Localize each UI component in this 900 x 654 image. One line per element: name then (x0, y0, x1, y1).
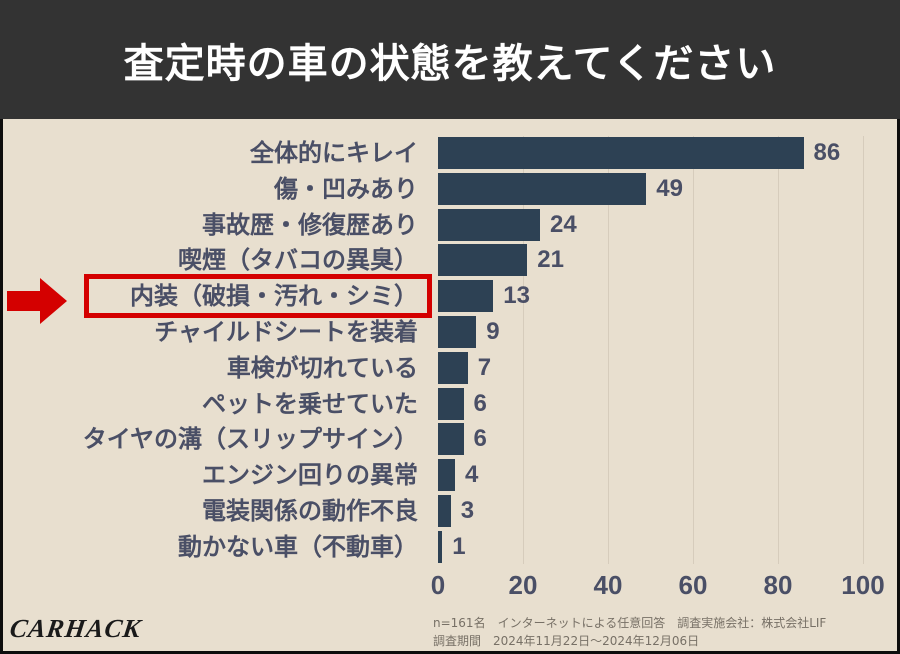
value-label: 7 (477, 353, 492, 381)
x-tick-label: 0 (430, 570, 446, 600)
value-label: 6 (473, 389, 487, 417)
bar (438, 172, 647, 205)
category-label: チャイルドシートを装着 (154, 318, 418, 346)
value-label: 24 (550, 210, 577, 238)
value-label: 1 (452, 532, 466, 560)
carhack-logo: CARHACK (8, 614, 144, 643)
gridline (523, 136, 524, 564)
category-label: タイヤの溝（スリップサイン） (82, 425, 418, 454)
chart-title: 査定時の車の状態を教えてください (123, 40, 777, 87)
gridline (778, 136, 779, 564)
bar (438, 423, 464, 456)
bar (438, 244, 528, 277)
bar (438, 495, 451, 527)
category-label: 内装（破損・汚れ・シミ） (130, 282, 418, 311)
gridline (608, 136, 609, 564)
x-tick-label: 40 (593, 570, 623, 600)
highlight-box (84, 274, 432, 318)
category-label: ペットを乗せていた (202, 389, 418, 418)
category-label: 電装関係の動作不良 (202, 497, 418, 525)
x-tick-label: 20 (508, 570, 538, 600)
value-label: 3 (460, 497, 475, 524)
value-label: 13 (503, 282, 530, 310)
x-tick-label: 100 (841, 570, 885, 600)
survey-period: 調査期間 2024年11月22日〜2024年12月06日 (433, 634, 700, 648)
value-label: 21 (537, 246, 564, 274)
category-label: 動かない車（不動車） (178, 532, 418, 561)
value-label: 4 (465, 461, 479, 489)
gridline (863, 136, 864, 564)
chart-panel (3, 119, 897, 651)
category-label: 全体的にキレイ (250, 139, 418, 167)
bar (438, 280, 494, 313)
x-tick-label: 60 (678, 570, 708, 600)
survey-note: n=161名 インターネットによる任意回答 調査実施会社：株式会社LIF (433, 616, 827, 630)
bar (438, 316, 477, 348)
bar (438, 459, 455, 492)
red-arrow-icon (7, 278, 67, 324)
title-banner: 査定時の車の状態を教えてください (0, 0, 900, 119)
bar (438, 530, 443, 563)
x-tick-label: 80 (763, 570, 793, 600)
category-label: 事故歴・修復歴あり (202, 210, 418, 239)
category-label: 傷・凹みあり (274, 174, 418, 203)
value-label: 86 (813, 139, 841, 166)
bar (438, 137, 804, 169)
value-label: 6 (473, 425, 487, 453)
value-label: 49 (656, 174, 683, 202)
gridline (693, 136, 694, 564)
bar (438, 208, 540, 241)
value-label: 9 (486, 318, 500, 345)
bar (438, 387, 464, 420)
bar (438, 351, 468, 384)
category-label: 喫煙（タバコの異臭） (178, 246, 418, 275)
category-label: 車検が切れている (226, 353, 418, 382)
category-label: エンジン回りの異常 (202, 461, 418, 490)
